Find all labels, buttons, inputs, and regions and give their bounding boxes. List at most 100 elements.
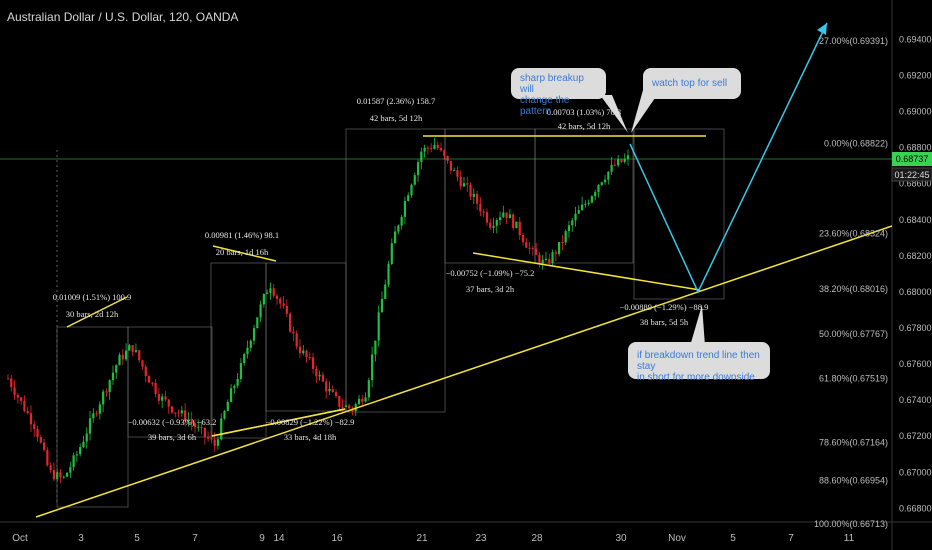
candle — [567, 220, 571, 238]
candle-body — [420, 151, 423, 163]
candle-body — [59, 472, 62, 478]
candle — [518, 217, 521, 241]
candle — [275, 293, 279, 305]
candle — [548, 253, 551, 266]
candle — [587, 199, 590, 206]
candle — [220, 413, 223, 441]
candle — [623, 153, 626, 164]
candle — [374, 340, 377, 362]
candle — [479, 197, 482, 217]
candle-body — [134, 350, 138, 352]
y-tick-label: 0.66800 — [899, 503, 932, 513]
candle — [85, 427, 88, 449]
candle-body — [492, 225, 495, 228]
candle-body — [164, 396, 167, 400]
candle — [482, 208, 485, 218]
candle-body — [121, 354, 124, 360]
candle — [430, 143, 433, 153]
candle-body — [49, 465, 52, 471]
candle-body — [407, 195, 410, 201]
candle-body — [551, 252, 554, 264]
candle-body — [318, 374, 321, 377]
candle-body — [292, 331, 295, 334]
candle — [289, 312, 292, 333]
x-tick-label: 23 — [475, 533, 487, 544]
candle-body — [430, 148, 433, 150]
candle-body — [561, 241, 564, 243]
candle — [39, 434, 42, 444]
candle-body — [610, 164, 613, 172]
candle-body — [10, 378, 13, 388]
candle-body — [167, 399, 170, 407]
y-tick-label: 0.69200 — [899, 71, 932, 81]
candle — [502, 205, 505, 218]
candle — [416, 159, 420, 182]
candle-body — [613, 164, 616, 166]
candle — [600, 181, 603, 187]
y-tick-label: 0.69400 — [899, 34, 932, 44]
candle-body — [498, 217, 502, 221]
candle — [413, 172, 416, 186]
candle — [65, 472, 69, 478]
measure-box — [444, 128, 536, 264]
candle-body — [170, 406, 174, 413]
candle — [82, 435, 85, 449]
candle-body — [453, 170, 456, 172]
candle-body — [36, 429, 39, 438]
candle — [466, 176, 469, 193]
y-tick-label: 0.68400 — [899, 215, 932, 225]
candle — [88, 410, 92, 441]
candle-body — [456, 170, 459, 177]
candle-body — [426, 147, 429, 149]
x-tick-label: 7 — [192, 533, 198, 544]
candle — [571, 218, 574, 232]
candle-body — [118, 354, 121, 366]
candle-body — [338, 396, 341, 407]
candle-body — [262, 294, 265, 305]
candle — [92, 408, 95, 423]
candle — [577, 205, 580, 214]
candle — [367, 377, 370, 401]
candle — [607, 171, 610, 185]
candle-body — [111, 372, 115, 381]
candle — [236, 372, 239, 389]
y-tick-label: 0.67200 — [899, 431, 932, 441]
x-tick-label: 21 — [416, 533, 428, 544]
x-tick-label: 5 — [134, 533, 140, 544]
candle-body — [462, 183, 466, 187]
candle — [249, 339, 252, 352]
fib-level-label: 88.60%(0.66954) — [819, 476, 888, 486]
y-tick-label: 0.67400 — [899, 395, 932, 405]
measurement-value: 0.01009 (1.51%) 100.9 — [53, 292, 132, 302]
fib-level-label: 23.60%(0.68324) — [819, 228, 888, 238]
y-tick-label: 0.67000 — [899, 467, 932, 477]
candle — [190, 411, 193, 431]
candle — [380, 291, 384, 313]
candle — [393, 225, 397, 244]
candle — [144, 364, 147, 383]
candle-body — [56, 472, 59, 480]
candle-body — [311, 357, 315, 369]
candle — [102, 389, 105, 413]
candle — [6, 373, 10, 380]
countdown-tag — [891, 167, 932, 182]
y-tick-label: 0.68200 — [899, 251, 932, 261]
candle — [377, 305, 380, 347]
measurement-bars: 42 bars, 5d 12h — [558, 121, 611, 131]
candle-body — [52, 470, 56, 480]
candle — [302, 344, 305, 356]
fib-level-label: 78.60%(0.67164) — [819, 438, 888, 448]
candle-body — [65, 472, 69, 477]
candle-body — [216, 439, 220, 446]
candle — [331, 385, 334, 393]
candle — [489, 218, 492, 230]
candle — [259, 300, 262, 322]
measure-box — [345, 128, 446, 413]
candle — [597, 184, 600, 198]
candle-body — [623, 158, 626, 163]
measurement-value: 0.01587 (2.36%) 158.7 — [357, 96, 436, 106]
candle — [334, 389, 338, 399]
candle — [400, 214, 403, 230]
candle-body — [479, 203, 482, 212]
